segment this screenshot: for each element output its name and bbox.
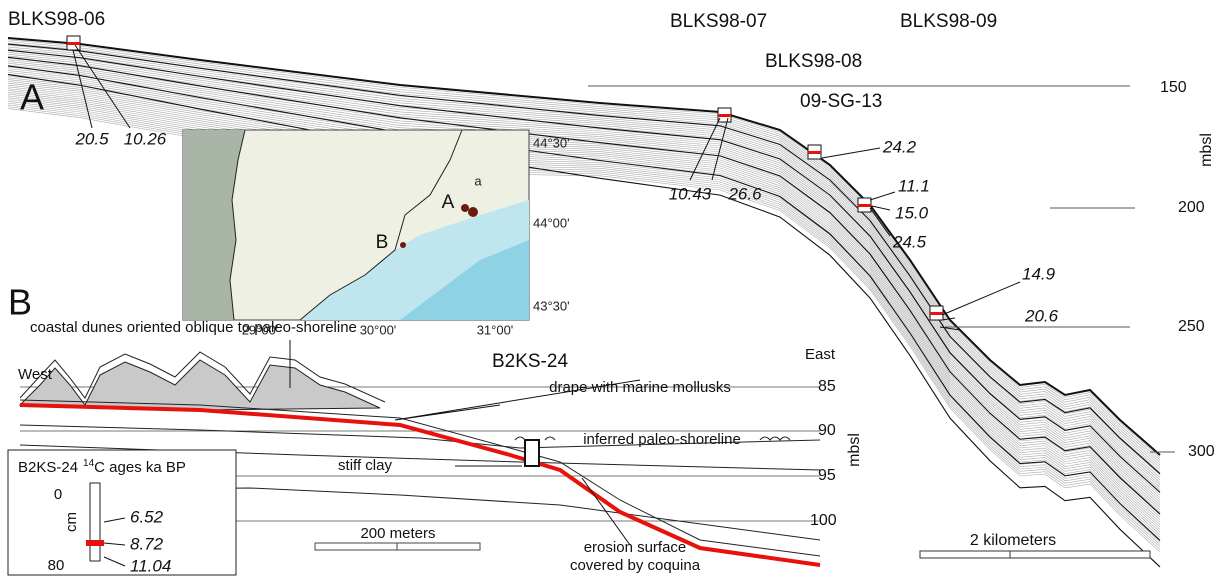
depth-label: 95 [818, 467, 836, 484]
core-sample [718, 114, 731, 117]
leader [690, 118, 720, 180]
inset-core [90, 483, 100, 561]
scale-bar [315, 543, 397, 550]
annotation: inferred paleo-shoreline [583, 431, 741, 448]
age-label: 10.26 [124, 129, 167, 148]
depth-label: 300 [1188, 443, 1215, 460]
site-note: a [474, 173, 482, 188]
age-label: 24.2 [882, 137, 917, 156]
annotation: erosion surface [584, 539, 687, 556]
depth-label: 100 [810, 512, 837, 529]
core-name: BLKS98-06 [8, 9, 105, 30]
scale-label: 2 kilometers [970, 532, 1056, 549]
depth-label: 200 [1178, 199, 1205, 216]
lat-label: 44°30' [533, 135, 570, 150]
annotation: covered by coquina [570, 557, 701, 574]
title-text: C ages ka BP [94, 459, 186, 476]
annotation: coastal dunes oriented oblique to paleo-… [30, 319, 357, 336]
site-label: A [442, 192, 455, 213]
panel-label: A [20, 77, 44, 118]
scale-bar [397, 543, 480, 550]
annotation: stiff clay [338, 457, 392, 474]
unit-label: mbsl [1198, 133, 1215, 167]
figure: BLKS98-06 BLKS98-07 BLKS98-09 BLKS98-08 09-S… [0, 0, 1226, 579]
age-label: 20.6 [1024, 306, 1059, 325]
leader [872, 206, 890, 210]
age-label: 10.43 [669, 184, 712, 203]
depth-label: 90 [818, 422, 836, 439]
core-name: BLKS98-09 [900, 11, 997, 32]
core-name: 09-SG-13 [800, 91, 882, 112]
unit-label: mbsl [846, 433, 863, 467]
site-marker [461, 204, 469, 212]
lon-label: 31°00' [477, 322, 514, 337]
age-label: 26.6 [727, 184, 762, 203]
age-label: 15.0 [895, 203, 929, 222]
lat-label: 43°30' [533, 298, 570, 313]
lat-label: 44°00' [533, 215, 570, 230]
leader [822, 148, 880, 158]
scale-bar [920, 551, 1010, 558]
location-map [183, 130, 529, 320]
leader [942, 282, 1020, 315]
site-label: B [376, 232, 389, 253]
age-label: 24.5 [892, 232, 927, 251]
age-label: 6.52 [130, 507, 164, 526]
depth-label: 250 [1178, 318, 1205, 335]
scale-label: 200 meters [360, 525, 435, 542]
inset-axis-label: 0 [54, 486, 62, 503]
age-label: 20.5 [74, 129, 109, 148]
core-sample [930, 312, 943, 315]
title-text: B2KS-24 [18, 459, 78, 476]
core-name: BLKS98-07 [670, 11, 767, 32]
annotation: drape with marine mollusks [549, 379, 731, 396]
age-label: 11.1 [898, 176, 930, 195]
core-b2ks24 [525, 440, 539, 466]
core-sample [858, 204, 871, 207]
direction-label: East [805, 346, 836, 363]
age-label: 8.72 [130, 534, 164, 553]
age-label: 14.9 [1022, 264, 1056, 283]
inset-sample [86, 540, 104, 546]
site-marker [468, 207, 478, 217]
age-label: 11.04 [130, 556, 171, 575]
core-sample [808, 151, 821, 154]
core-sample [67, 42, 80, 45]
title-superscript: 14 [83, 458, 95, 469]
panel-label: B [8, 282, 32, 323]
inset-axis-label: 80 [48, 557, 65, 574]
inset-title: B2KS-24 14C ages ka BP [18, 458, 186, 476]
direction-label: West [18, 366, 53, 383]
core-name: B2KS-24 [492, 351, 568, 372]
lon-label: 30°00' [360, 322, 397, 337]
leader [870, 192, 895, 200]
reflector [8, 52, 1160, 474]
dunes [20, 360, 380, 410]
site-marker [400, 242, 406, 248]
core-name: BLKS98-08 [765, 51, 862, 72]
depth-label: 150 [1160, 79, 1187, 96]
depth-label: 85 [818, 378, 836, 395]
unit-label: cm [63, 512, 80, 532]
scale-bar [1010, 551, 1150, 558]
